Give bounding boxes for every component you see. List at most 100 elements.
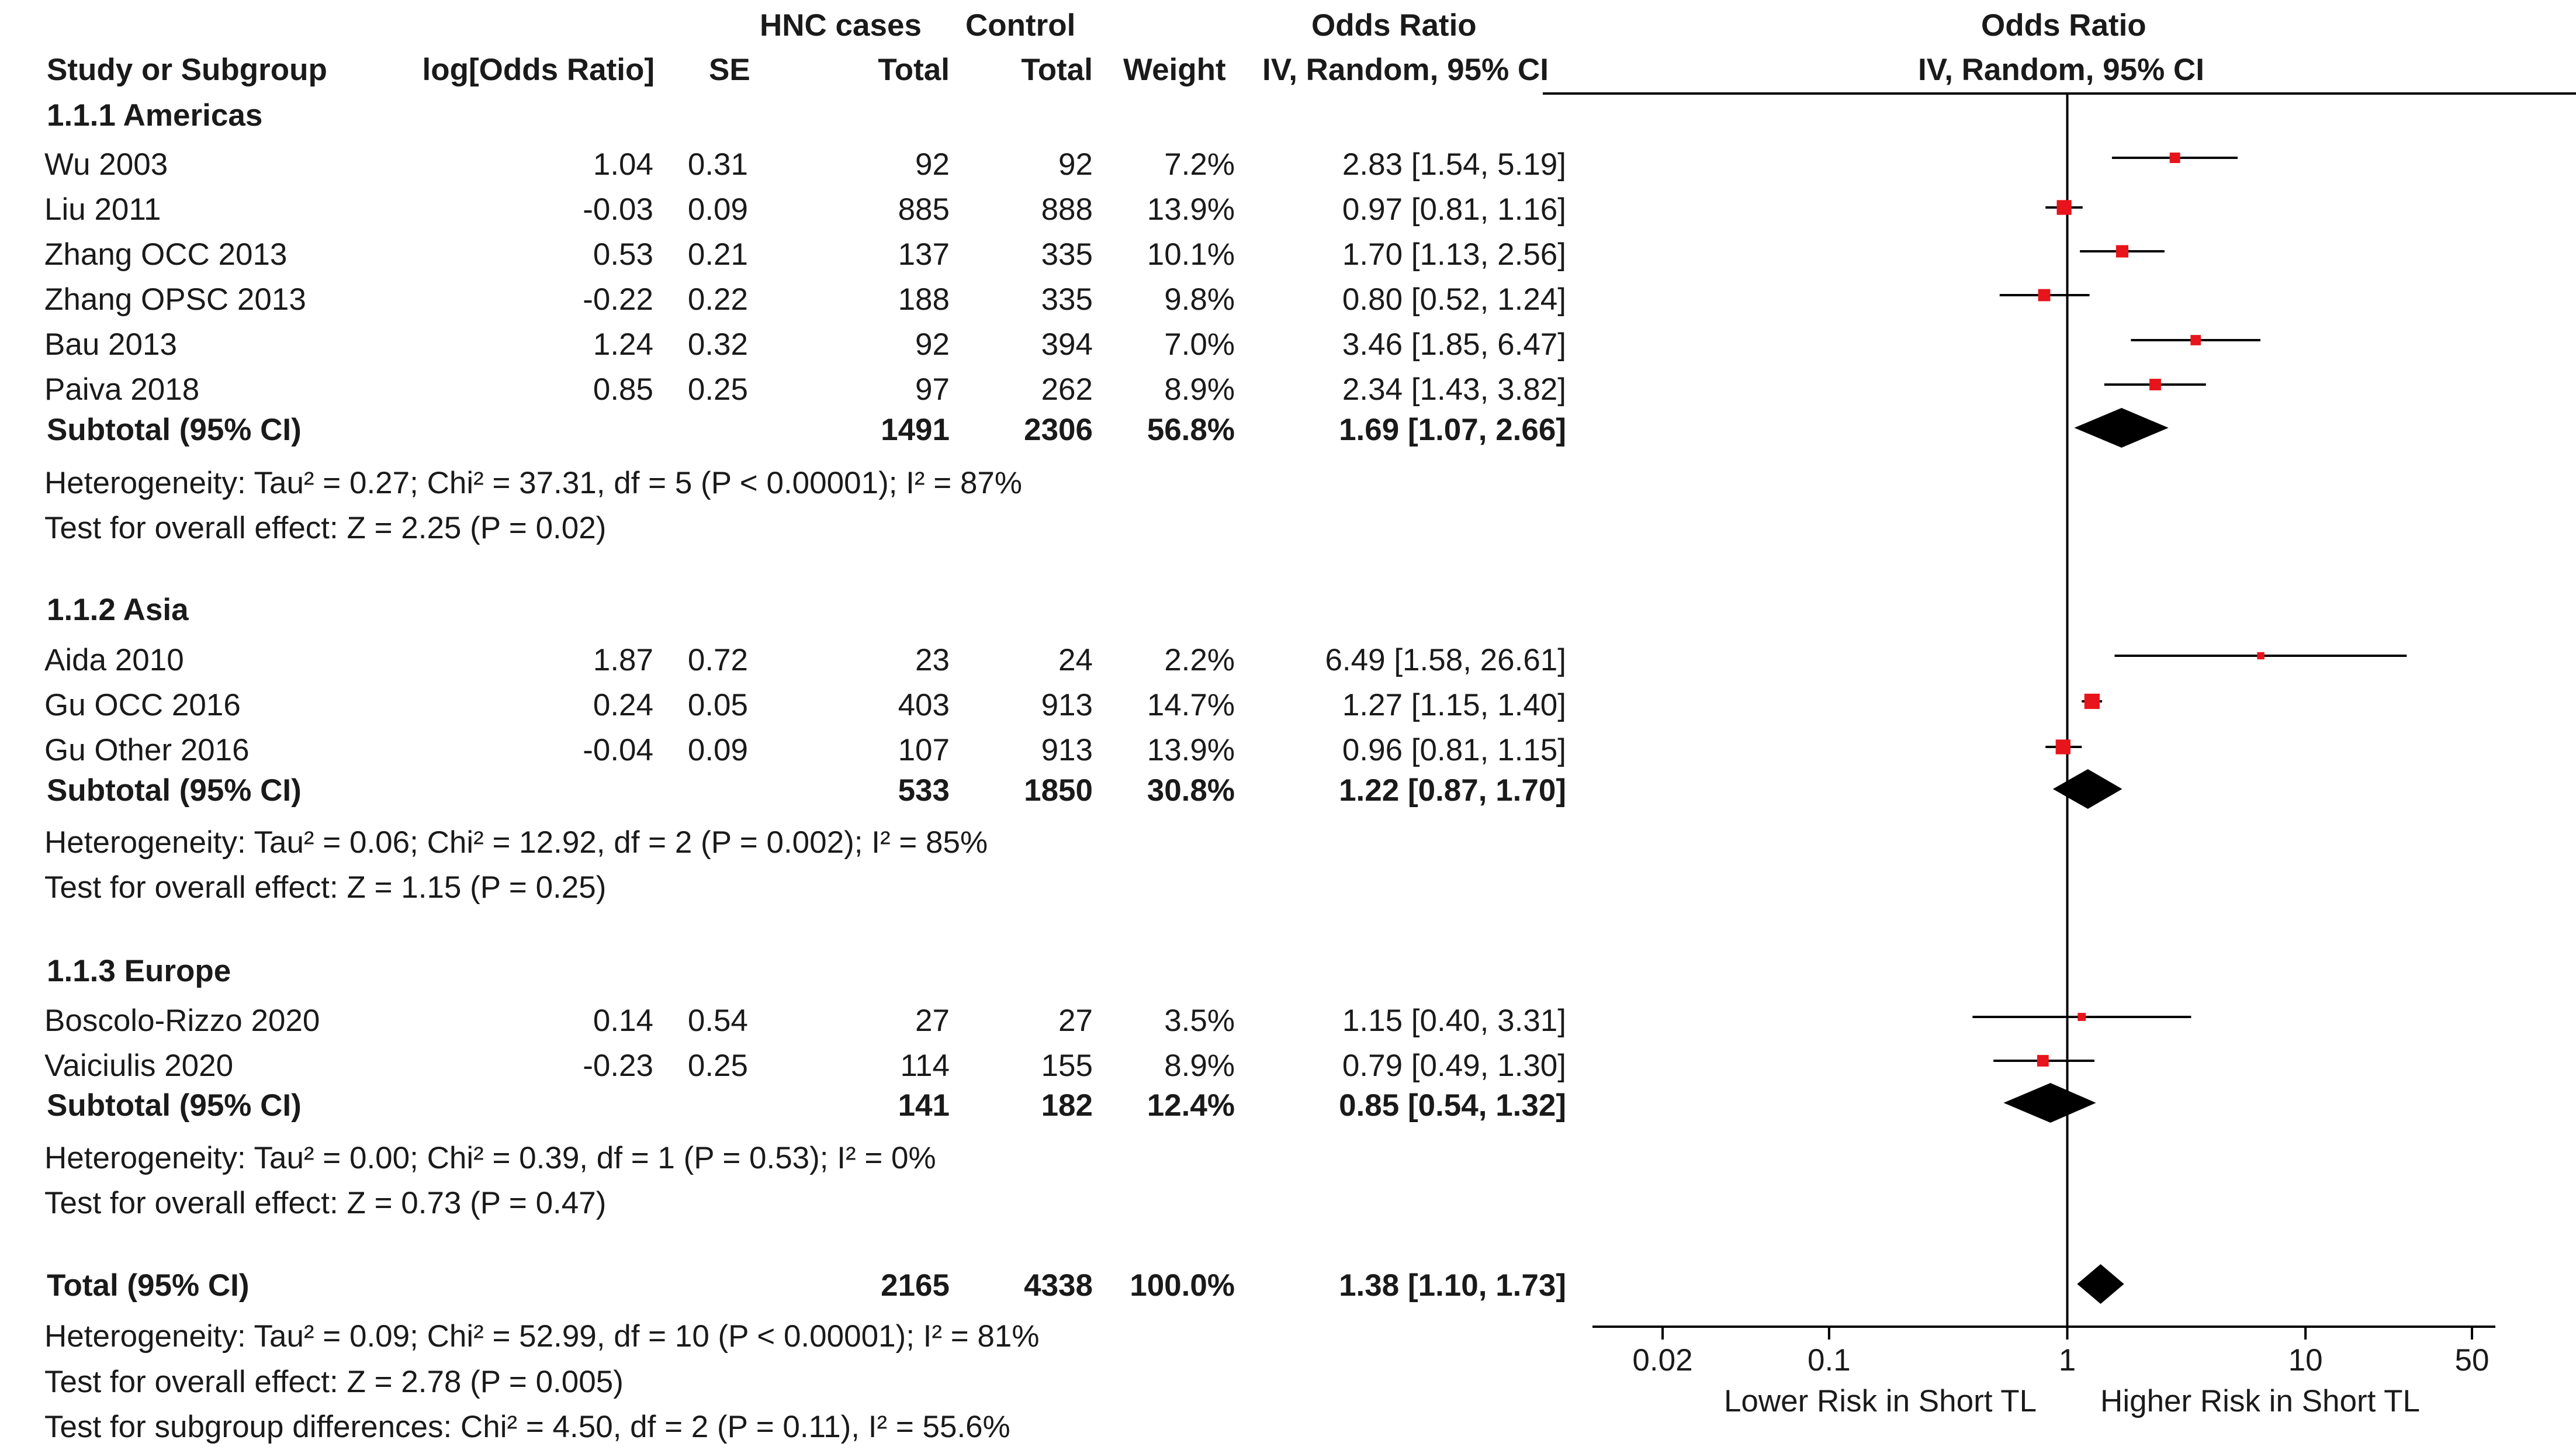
header-weight: Weight (1123, 53, 1226, 87)
weight: 9.8% (1164, 282, 1235, 317)
x-axis-label-left: Lower Risk in Short TL (1724, 1384, 2037, 1418)
odds-ratio-ci: 2.34 [1.43, 3.82] (1342, 372, 1566, 407)
total-heterogeneity-text: Heterogeneity: Tau² = 0.09; Chi² = 52.99… (44, 1319, 1040, 1354)
header-log-or: log[Odds Ratio] (422, 53, 655, 87)
subtotal-hnc: 533 (898, 773, 950, 808)
control-total: 335 (1041, 282, 1093, 317)
group-title-asia: 1.1.2 Asia (47, 593, 189, 627)
summary-diamond (2074, 408, 2169, 448)
se: 0.09 (687, 733, 748, 767)
study-name: Aida 2010 (44, 643, 184, 677)
x-tick-label: 0.02 (1632, 1343, 1692, 1378)
hnc-total: 107 (898, 733, 950, 767)
study-point (2037, 1055, 2049, 1067)
log-or: 1.24 (593, 327, 653, 362)
subtotal-hnc: 1491 (881, 413, 950, 447)
header-control-total: Total (1021, 53, 1093, 87)
study-name: Paiva 2018 (44, 372, 200, 407)
study-point (2055, 739, 2071, 755)
subtotal-control: 1850 (1024, 773, 1093, 808)
heterogeneity-text: Heterogeneity: Tau² = 0.00; Chi² = 0.39,… (44, 1141, 936, 1175)
study-point (2056, 200, 2072, 215)
hnc-total: 114 (900, 1048, 950, 1083)
log-or: 0.85 (593, 372, 653, 407)
total-overall-effect-text: Test for overall effect: Z = 2.78 (P = 0… (44, 1365, 624, 1399)
summary-diamond (2052, 769, 2123, 809)
study-point (2115, 245, 2128, 258)
total-label: Total (95% CI) (47, 1268, 250, 1303)
control-total: 262 (1041, 372, 1093, 407)
x-tick-label: 1 (2059, 1343, 2076, 1378)
study-point (2078, 1013, 2086, 1021)
heterogeneity-text: Heterogeneity: Tau² = 0.06; Chi² = 12.92… (44, 825, 988, 860)
hnc-total: 97 (915, 372, 950, 407)
summary-diamond (2003, 1083, 2096, 1123)
subtotal-ci: 0.85 [0.54, 1.32] (1339, 1088, 1566, 1123)
control-total: 913 (1041, 688, 1093, 722)
x-tick-label: 0.1 (1808, 1343, 1851, 1378)
weight: 8.9% (1164, 372, 1235, 407)
subtotal-weight: 56.8% (1147, 413, 1235, 447)
x-axis-label-right: Higher Risk in Short TL (2100, 1384, 2420, 1418)
se: 0.31 (687, 147, 748, 182)
odds-ratio-ci: 2.83 [1.54, 5.19] (1342, 147, 1566, 182)
odds-ratio-ci: 1.27 [1.15, 1.40] (1342, 688, 1566, 722)
subgroup-differences-text: Test for subgroup differences: Chi² = 4.… (44, 1410, 1010, 1444)
group-title-europe: 1.1.3 Europe (47, 954, 231, 988)
header-control: Control (965, 8, 1076, 43)
se: 0.54 (687, 1003, 748, 1038)
header-hnc-cases: HNC cases (760, 8, 922, 43)
odds-ratio-ci: 0.79 [0.49, 1.30] (1342, 1048, 1566, 1083)
total-hnc: 2165 (881, 1268, 950, 1303)
odds-ratio-ci: 6.49 [1.58, 26.61] (1325, 643, 1566, 677)
subtotal-control: 182 (1041, 1088, 1093, 1123)
overall-effect-text: Test for overall effect: Z = 1.15 (P = 0… (44, 870, 607, 905)
hnc-total: 188 (898, 282, 950, 317)
weight: 3.5% (1164, 1003, 1235, 1038)
x-tick-label: 10 (2288, 1343, 2323, 1378)
weight: 13.9% (1147, 192, 1235, 227)
log-or: 1.04 (593, 147, 653, 182)
hnc-total: 92 (915, 327, 950, 362)
log-or: 0.53 (593, 237, 653, 272)
subtotal-ci: 1.69 [1.07, 2.66] (1339, 413, 1566, 447)
weight: 2.2% (1164, 643, 1235, 677)
se: 0.32 (687, 327, 748, 362)
control-total: 913 (1041, 733, 1093, 767)
header-plot-method: IV, Random, 95% CI (1918, 53, 2204, 87)
control-total: 155 (1041, 1048, 1093, 1083)
log-or: 0.14 (593, 1003, 653, 1038)
header-hnc-total: Total (878, 53, 950, 87)
control-total: 24 (1058, 643, 1093, 677)
header-study: Study or Subgroup (47, 53, 327, 87)
odds-ratio-ci: 1.70 [1.13, 2.56] (1342, 237, 1566, 272)
odds-ratio-ci: 1.15 [0.40, 3.31] (1342, 1003, 1566, 1038)
study-name: Bau 2013 (44, 327, 177, 362)
summary-diamond (2077, 1264, 2124, 1304)
log-or: -0.23 (583, 1048, 653, 1083)
control-total: 888 (1041, 192, 1093, 227)
control-total: 27 (1058, 1003, 1093, 1038)
hnc-total: 92 (915, 147, 950, 182)
group-title-americas: 1.1.1 Americas (47, 98, 263, 133)
study-name: Gu Other 2016 (44, 733, 250, 767)
study-point (2149, 379, 2161, 390)
study-point (2084, 693, 2100, 710)
log-or: 0.24 (593, 688, 653, 722)
weight: 7.2% (1164, 147, 1235, 182)
overall-effect-text: Test for overall effect: Z = 2.25 (P = 0… (44, 511, 607, 545)
subtotal-ci: 1.22 [0.87, 1.70] (1339, 773, 1566, 808)
se: 0.25 (687, 1048, 748, 1083)
odds-ratio-ci: 0.80 [0.52, 1.24] (1342, 282, 1566, 317)
subtotal-label: Subtotal (95% CI) (47, 1088, 302, 1123)
log-or: 1.87 (593, 643, 653, 677)
study-point (2038, 289, 2051, 302)
subtotal-control: 2306 (1024, 413, 1093, 447)
odds-ratio-ci: 3.46 [1.85, 6.47] (1342, 327, 1566, 362)
se: 0.09 (687, 192, 748, 227)
study-name: Boscolo-Rizzo 2020 (44, 1003, 320, 1038)
weight: 14.7% (1147, 688, 1235, 722)
odds-ratio-ci: 0.97 [0.81, 1.16] (1342, 192, 1566, 227)
x-tick-label: 50 (2455, 1343, 2490, 1378)
